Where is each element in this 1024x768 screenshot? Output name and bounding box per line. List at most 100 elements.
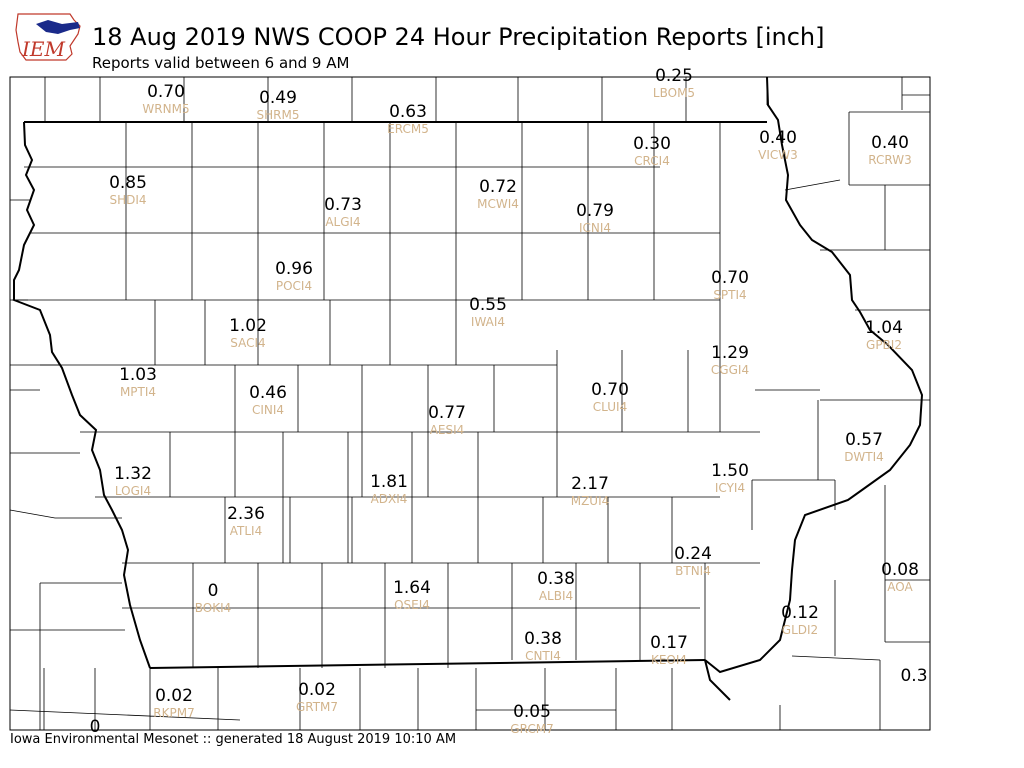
station-id: GRTM7 (296, 700, 338, 714)
precip-value: 0.46 (249, 383, 287, 403)
station-id: POCI4 (276, 279, 312, 293)
precip-value: 0 (208, 581, 219, 601)
station-id: MPTI4 (120, 385, 156, 399)
precip-value: 0.02 (155, 686, 193, 706)
precip-value: 0.79 (576, 201, 614, 221)
station-id: SHDI4 (109, 193, 146, 207)
precip-value: 1.50 (711, 461, 749, 481)
precip-value: 0.96 (275, 259, 313, 279)
station-id: CGGI4 (711, 363, 749, 377)
precip-value: 0.70 (591, 380, 629, 400)
station-id: SHRM5 (257, 108, 300, 122)
iem-logo: IEM (15, 13, 81, 61)
precip-value: 0.3 (900, 666, 927, 686)
station-id: CINI4 (252, 403, 284, 417)
station-id: SACI4 (230, 336, 265, 350)
precip-value: 0.70 (147, 82, 185, 102)
map-subtitle: Reports valid between 6 and 9 AM (92, 54, 350, 72)
precip-value: 2.36 (227, 504, 265, 524)
station-id: SPTI4 (713, 288, 746, 302)
station-id: VICW3 (758, 148, 798, 162)
precip-value: 1.32 (114, 464, 152, 484)
precip-value: 2.17 (571, 474, 609, 494)
precip-value: 0.12 (781, 603, 819, 623)
precip-value: 0.30 (633, 134, 671, 154)
station-marker: 0.3 (900, 666, 927, 686)
station-id: LBOM5 (653, 86, 695, 100)
precip-value: 0.70 (711, 268, 749, 288)
station-id: LOGI4 (115, 484, 151, 498)
precip-value: 0.38 (537, 569, 575, 589)
precip-value: 0.72 (479, 177, 517, 197)
precip-value: 0.24 (674, 544, 712, 564)
county-lines (9, 77, 930, 730)
precip-value: 1.81 (370, 472, 408, 492)
logo-text: IEM (21, 37, 66, 61)
station-id: GRCM7 (510, 722, 553, 736)
precip-value: 0.55 (469, 295, 507, 315)
station-id: ICYI4 (715, 481, 745, 495)
station-id: ATLI4 (230, 524, 262, 538)
station-id: ADXI4 (371, 492, 408, 506)
precip-value: 0.38 (524, 629, 562, 649)
precip-value: 0.40 (871, 133, 909, 153)
station-id: KEOI4 (651, 653, 687, 667)
station-id: ERCM5 (387, 122, 429, 136)
precip-value: 0.63 (389, 102, 427, 122)
station-id: GPBI2 (866, 338, 902, 352)
station-id: OSEI4 (394, 598, 430, 612)
station-id: ALGI4 (325, 215, 360, 229)
precip-value: 0.02 (298, 680, 336, 700)
precip-value: 1.04 (865, 318, 903, 338)
station-id: MCWI4 (477, 197, 519, 211)
precip-value: 0.17 (650, 633, 688, 653)
footer-credit: Iowa Environmental Mesonet :: generated … (10, 732, 457, 747)
precip-value: 0.85 (109, 173, 147, 193)
station-id: IWAI4 (471, 315, 505, 329)
station-id: AESI4 (430, 423, 465, 437)
station-id: CNTI4 (525, 649, 561, 663)
map-title: 18 Aug 2019 NWS COOP 24 Hour Precipitati… (92, 23, 825, 51)
station-id: RCRW3 (868, 153, 911, 167)
station-id: ICNI4 (579, 221, 611, 235)
station-id: WRNM5 (142, 102, 189, 116)
station-id: MZUI4 (571, 494, 610, 508)
precip-value: 0 (90, 717, 101, 737)
precip-value: 0.77 (428, 403, 466, 423)
station-id: RKPM7 (153, 706, 194, 720)
station-id: CRCI4 (634, 154, 670, 168)
precip-value: 0.40 (759, 128, 797, 148)
station-marker: 0 (90, 717, 101, 737)
precip-value: 0.05 (513, 702, 551, 722)
